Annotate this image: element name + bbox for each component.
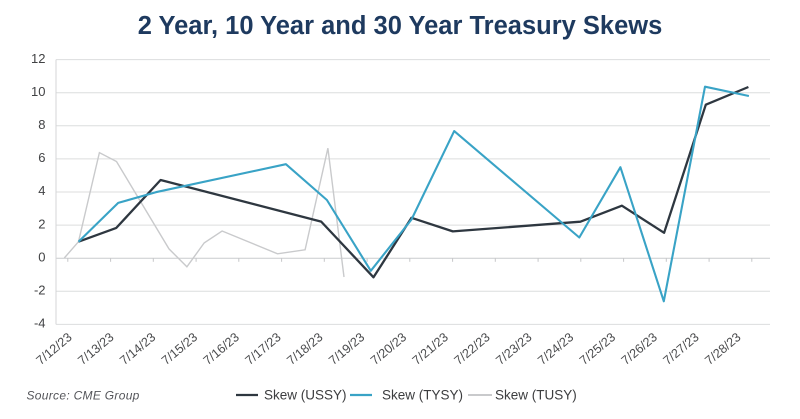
svg-text:7/24/23: 7/24/23 [535, 330, 576, 368]
svg-text:-2: -2 [34, 283, 46, 298]
svg-text:7/19/23: 7/19/23 [326, 330, 367, 368]
svg-text:7/17/23: 7/17/23 [243, 330, 284, 368]
svg-text:-4: -4 [34, 316, 46, 331]
svg-text:4: 4 [38, 183, 45, 198]
svg-text:Skew (USSY): Skew (USSY) [264, 388, 347, 403]
svg-text:12: 12 [31, 51, 45, 66]
svg-text:7/15/23: 7/15/23 [159, 330, 200, 368]
svg-text:7/22/23: 7/22/23 [452, 330, 493, 368]
svg-text:7/18/23: 7/18/23 [284, 330, 325, 368]
svg-text:7/23/23: 7/23/23 [493, 330, 534, 368]
svg-text:Skew (TYSY): Skew (TYSY) [382, 388, 463, 403]
svg-text:10: 10 [31, 84, 45, 99]
svg-text:7/20/23: 7/20/23 [368, 330, 409, 368]
svg-text:7/26/23: 7/26/23 [619, 330, 660, 368]
svg-text:7/13/23: 7/13/23 [75, 330, 116, 368]
svg-text:0: 0 [38, 249, 45, 264]
svg-text:2: 2 [38, 216, 45, 231]
svg-text:7/12/23: 7/12/23 [34, 330, 75, 368]
svg-text:7/28/23: 7/28/23 [702, 330, 743, 368]
svg-text:Source: CME Group: Source: CME Group [27, 389, 140, 403]
svg-text:7/16/23: 7/16/23 [201, 330, 242, 368]
svg-text:7/14/23: 7/14/23 [117, 330, 158, 368]
svg-text:8: 8 [38, 117, 45, 132]
svg-text:7/21/23: 7/21/23 [410, 330, 451, 368]
svg-text:6: 6 [38, 150, 45, 165]
svg-text:Skew (TUSY): Skew (TUSY) [495, 388, 577, 403]
svg-text:7/25/23: 7/25/23 [577, 330, 618, 368]
svg-text:7/27/23: 7/27/23 [661, 330, 702, 368]
